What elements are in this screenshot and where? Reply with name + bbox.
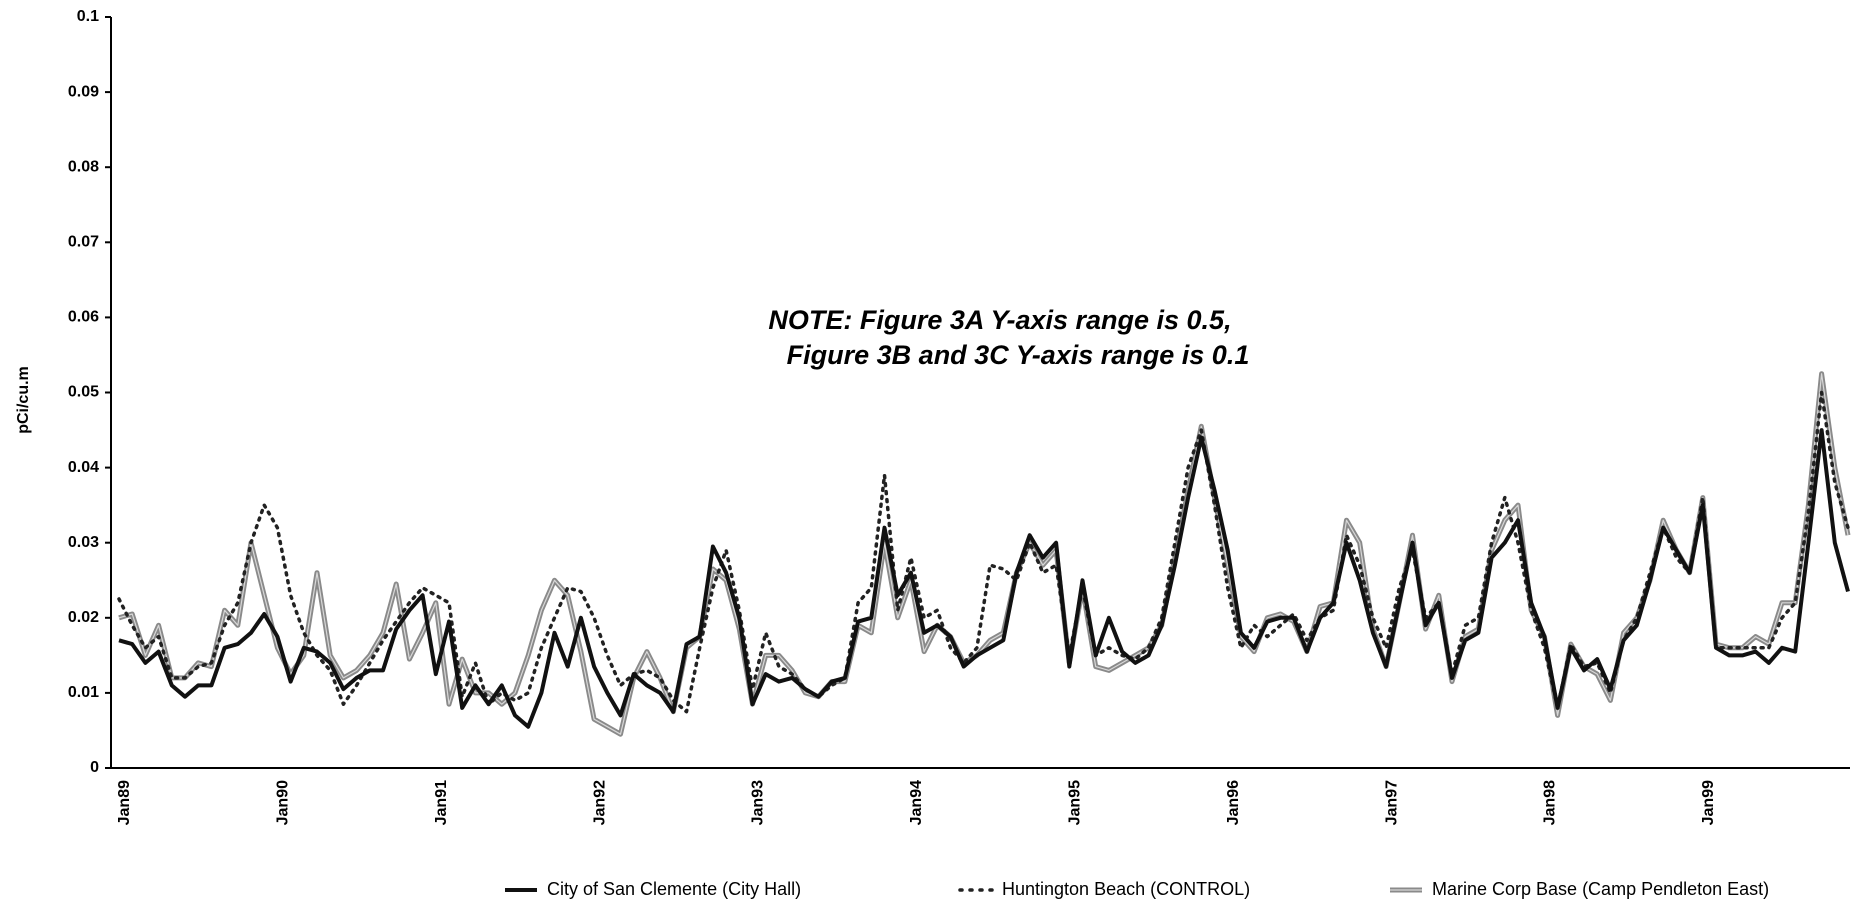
legend-label: City of San Clemente (City Hall) (547, 879, 801, 899)
y-tick-label: 0.09 (68, 83, 99, 100)
x-tick-label: Jan92 (591, 780, 608, 825)
series-line (118, 428, 1850, 729)
y-tick-label: 0 (90, 759, 99, 776)
annotation: NOTE: Figure 3A Y-axis range is 0.5, (768, 305, 1231, 335)
x-tick-label: Jan99 (1700, 780, 1717, 825)
series-line (118, 371, 1851, 737)
x-tick-label: Jan96 (1225, 780, 1242, 825)
series-line-inner (118, 373, 1849, 735)
y-tick-label: 0.06 (68, 309, 99, 326)
legend-label: Huntington Beach (CONTROL) (1002, 879, 1250, 899)
legend-label: Marine Corp Base (Camp Pendleton East) (1432, 879, 1769, 899)
x-tick-label: Jan95 (1067, 780, 1084, 825)
x-tick-label: Jan94 (908, 780, 925, 825)
x-tick-label: Jan90 (275, 780, 292, 825)
y-tick-label: 0.01 (68, 684, 99, 701)
y-axis-label: pCi/cu.m (15, 366, 32, 434)
y-tick-label: 0.02 (68, 609, 99, 626)
y-tick-label: 0.1 (77, 8, 99, 25)
x-tick-label: Jan97 (1383, 780, 1400, 825)
x-tick-label: Jan89 (116, 780, 133, 825)
y-tick-label: 0.07 (68, 234, 99, 251)
x-tick-label: Jan98 (1542, 780, 1559, 825)
y-tick-label: 0.08 (68, 158, 99, 175)
series-line (117, 390, 1850, 714)
y-tick-label: 0.05 (68, 384, 99, 401)
x-tick-label: Jan93 (750, 780, 767, 825)
annotation: Figure 3B and 3C Y-axis range is 0.1 (787, 340, 1250, 370)
y-tick-label: 0.04 (68, 459, 99, 476)
x-tick-label: Jan91 (433, 780, 450, 825)
y-tick-label: 0.03 (68, 534, 99, 551)
